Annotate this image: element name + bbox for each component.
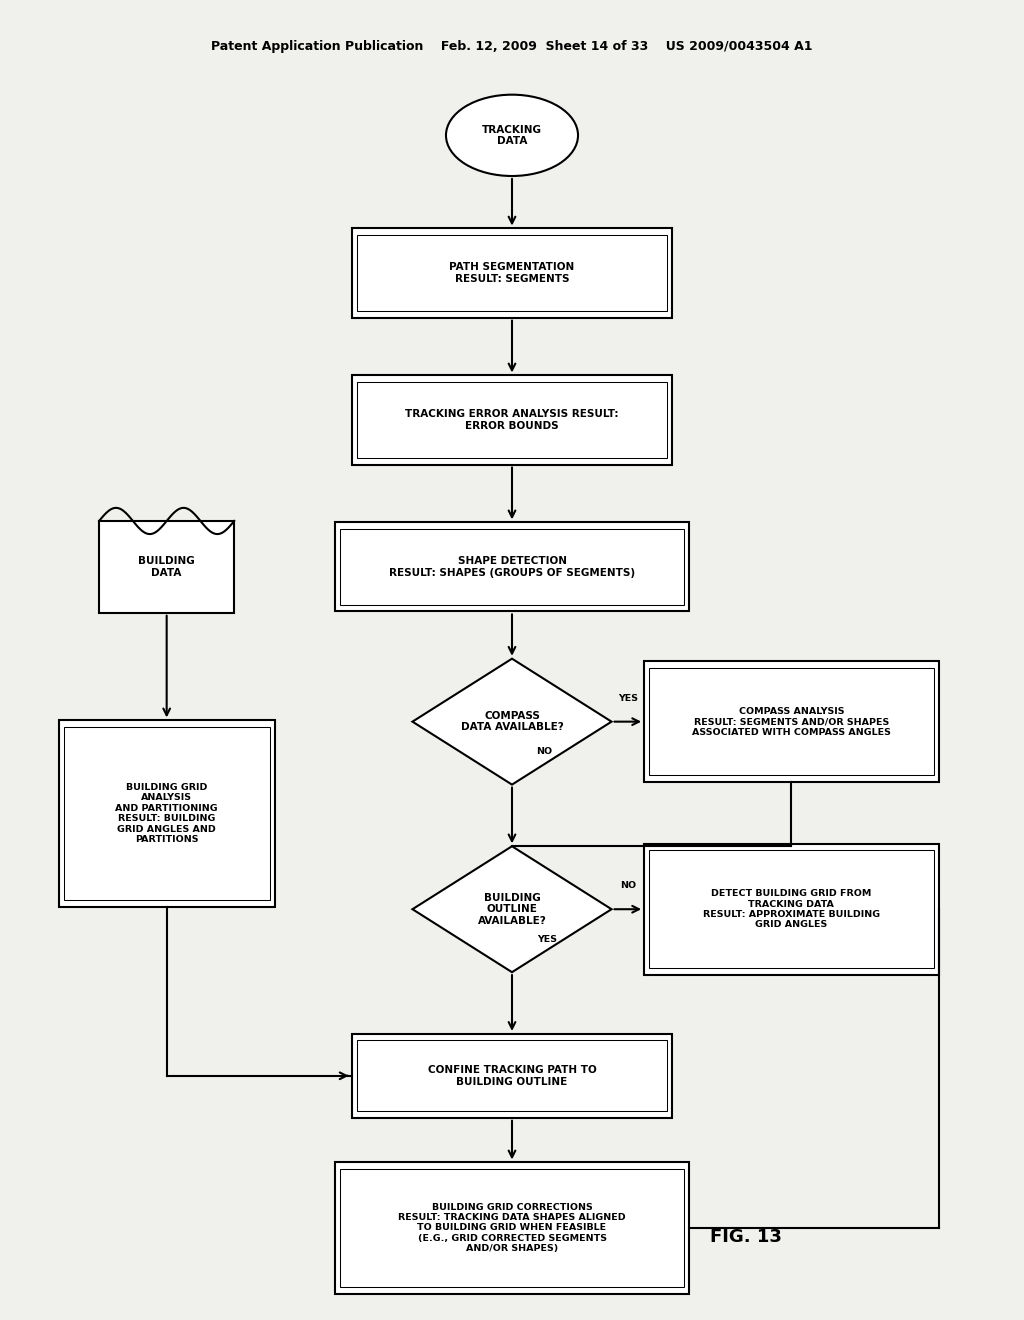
Ellipse shape bbox=[446, 95, 578, 176]
Text: BUILDING GRID
ANALYSIS
AND PARTITIONING
RESULT: BUILDING
GRID ANGLES AND
PARTITI: BUILDING GRID ANALYSIS AND PARTITIONING … bbox=[116, 783, 218, 843]
Text: CONFINE TRACKING PATH TO
BUILDING OUTLINE: CONFINE TRACKING PATH TO BUILDING OUTLIN… bbox=[428, 1065, 596, 1086]
Text: COMPASS ANALYSIS
RESULT: SEGMENTS AND/OR SHAPES
ASSOCIATED WITH COMPASS ANGLES: COMPASS ANALYSIS RESULT: SEGMENTS AND/OR… bbox=[692, 706, 891, 737]
FancyBboxPatch shape bbox=[99, 521, 234, 612]
FancyBboxPatch shape bbox=[644, 843, 939, 974]
FancyBboxPatch shape bbox=[352, 1034, 672, 1118]
Text: SHAPE DETECTION
RESULT: SHAPES (GROUPS OF SEGMENTS): SHAPE DETECTION RESULT: SHAPES (GROUPS O… bbox=[389, 556, 635, 578]
Text: BUILDING GRID CORRECTIONS
RESULT: TRACKING DATA SHAPES ALIGNED
TO BUILDING GRID : BUILDING GRID CORRECTIONS RESULT: TRACKI… bbox=[398, 1203, 626, 1253]
Text: BUILDING
OUTLINE
AVAILABLE?: BUILDING OUTLINE AVAILABLE? bbox=[477, 892, 547, 925]
Text: DETECT BUILDING GRID FROM
TRACKING DATA
RESULT: APPROXIMATE BUILDING
GRID ANGLES: DETECT BUILDING GRID FROM TRACKING DATA … bbox=[702, 890, 880, 929]
Text: NO: NO bbox=[620, 882, 636, 890]
Text: COMPASS
DATA AVAILABLE?: COMPASS DATA AVAILABLE? bbox=[461, 711, 563, 733]
Text: FIG. 13: FIG. 13 bbox=[710, 1228, 781, 1246]
FancyBboxPatch shape bbox=[335, 1163, 689, 1294]
FancyBboxPatch shape bbox=[352, 228, 672, 318]
Text: YES: YES bbox=[617, 693, 638, 702]
FancyBboxPatch shape bbox=[644, 661, 939, 781]
Text: BUILDING
DATA: BUILDING DATA bbox=[138, 556, 195, 578]
Polygon shape bbox=[413, 659, 611, 784]
FancyBboxPatch shape bbox=[352, 375, 672, 465]
Text: YES: YES bbox=[538, 935, 557, 944]
FancyBboxPatch shape bbox=[58, 721, 274, 907]
Text: Patent Application Publication    Feb. 12, 2009  Sheet 14 of 33    US 2009/00435: Patent Application Publication Feb. 12, … bbox=[211, 40, 813, 53]
Text: TRACKING ERROR ANALYSIS RESULT:
ERROR BOUNDS: TRACKING ERROR ANALYSIS RESULT: ERROR BO… bbox=[406, 409, 618, 430]
Text: PATH SEGMENTATION
RESULT: SEGMENTS: PATH SEGMENTATION RESULT: SEGMENTS bbox=[450, 263, 574, 284]
Text: NO: NO bbox=[537, 747, 553, 756]
Text: TRACKING
DATA: TRACKING DATA bbox=[482, 124, 542, 147]
Polygon shape bbox=[413, 846, 611, 972]
FancyBboxPatch shape bbox=[335, 523, 689, 611]
